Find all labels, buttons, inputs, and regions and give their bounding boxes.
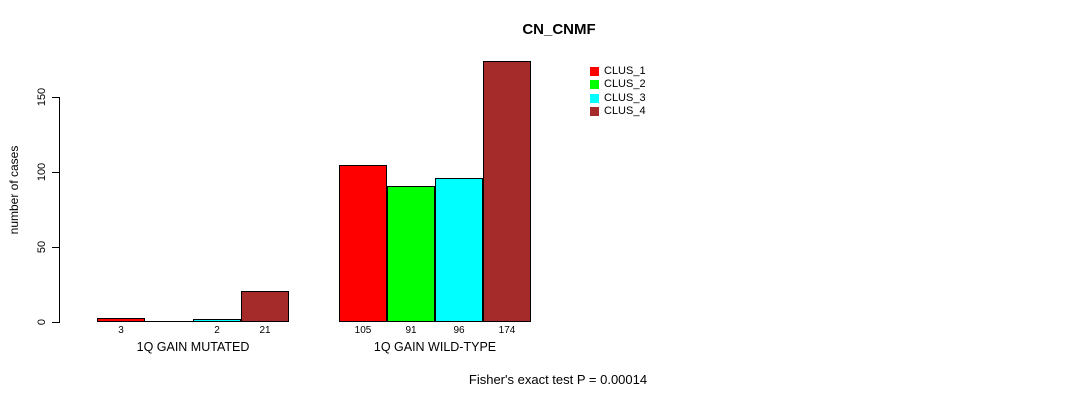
bar-value-label: 3 [118,325,124,336]
bar [435,178,483,322]
y-tick [52,97,59,98]
chart-title: CN_CNMF [522,21,596,38]
legend-row: CLUS_4 [590,105,646,118]
y-tick-label: 0 [36,318,48,326]
bar [193,319,241,322]
bar-value-label: 174 [498,325,516,336]
legend: CLUS_1 CLUS_2 CLUS_3 CLUS_4 [590,65,646,118]
legend-swatch [590,93,599,103]
zero-bar [145,320,193,322]
y-tick [52,247,59,248]
group-label: 1Q GAIN MUTATED [136,340,250,354]
bar [387,185,435,322]
bar-value-label: 105 [354,325,372,336]
legend-row: CLUS_3 [590,92,646,105]
legend-label: CLUS_4 [604,105,646,118]
bar-value-label: 91 [405,325,417,336]
y-tick-label: 150 [36,87,48,107]
bar [241,290,289,322]
legend-swatch [590,80,599,90]
y-tick [52,322,59,323]
bar-value-label: 2 [214,325,220,336]
fisher-note: Fisher's exact test P = 0.00014 [468,372,648,387]
bar-value-label: 96 [453,325,465,336]
legend-label: CLUS_2 [604,78,646,91]
y-tick-label: 50 [36,240,48,254]
bar [483,61,531,322]
y-axis-line [59,97,60,323]
legend-label: CLUS_3 [604,91,646,104]
bar [339,164,387,322]
bar [97,317,145,322]
legend-swatch [590,107,599,117]
legend-row: CLUS_2 [590,78,646,91]
legend-swatch [590,67,599,77]
legend-label: CLUS_1 [604,65,646,78]
y-tick-label: 100 [36,162,48,182]
y-tick [52,172,59,173]
group-label: 1Q GAIN WILD-TYPE [373,340,497,354]
bar-value-label: 21 [259,325,271,336]
legend-row: CLUS_1 [590,65,646,78]
